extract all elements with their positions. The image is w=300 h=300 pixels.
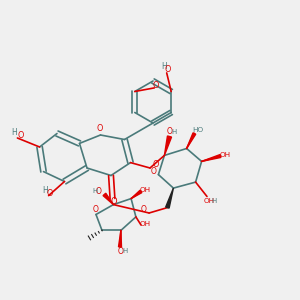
Polygon shape [202,154,221,161]
Text: H: H [172,129,177,135]
Polygon shape [166,188,173,208]
Text: HO: HO [192,127,204,133]
Text: OH: OH [140,187,151,193]
Text: O: O [165,65,171,74]
Text: H: H [11,128,17,137]
Text: H: H [161,62,167,71]
Polygon shape [118,230,122,247]
Text: O: O [111,197,117,206]
Text: O: O [18,131,24,140]
Polygon shape [164,136,172,155]
Text: O: O [153,81,159,90]
Text: O: O [46,189,53,198]
Text: O: O [152,160,159,169]
Polygon shape [103,193,113,205]
Text: OH: OH [204,198,215,204]
Text: H: H [92,188,98,194]
Text: O: O [96,187,102,196]
Text: H: H [122,248,128,254]
Text: O: O [97,124,103,133]
Text: OH: OH [219,152,231,158]
Text: O: O [167,128,172,136]
Text: O: O [118,247,124,256]
Text: H: H [43,186,49,195]
Text: OH: OH [140,221,151,227]
Text: O: O [151,167,157,176]
Polygon shape [131,190,142,199]
Text: O: O [141,206,147,214]
Text: O: O [92,205,98,214]
Polygon shape [187,133,196,148]
Text: H: H [211,198,216,204]
